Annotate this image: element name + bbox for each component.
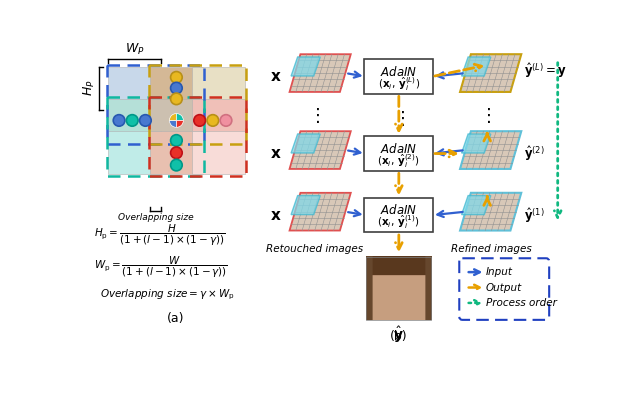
- Circle shape: [140, 115, 151, 126]
- Text: $(\mathbf{x}_i,\,\hat{\mathbf{y}}_i^{(L)})$: $(\mathbf{x}_i,\,\hat{\mathbf{y}}_i^{(L)…: [378, 75, 420, 93]
- Text: Process order: Process order: [486, 298, 556, 308]
- Circle shape: [171, 93, 182, 105]
- Text: Overlapping size: Overlapping size: [118, 213, 193, 222]
- Bar: [192, 131, 244, 174]
- Bar: [108, 67, 161, 110]
- Bar: [192, 67, 244, 110]
- Circle shape: [113, 115, 125, 126]
- Text: $H_{\mathrm{p}} = \dfrac{H}{(1+(l-1)\times(1-\gamma))}$: $H_{\mathrm{p}} = \dfrac{H}{(1+(l-1)\tim…: [94, 223, 226, 248]
- FancyBboxPatch shape: [364, 198, 433, 232]
- Text: (a): (a): [167, 312, 185, 325]
- Text: $\vdots$: $\vdots$: [393, 109, 404, 128]
- Polygon shape: [290, 131, 351, 169]
- Text: $\mathit{Overlapping\ size} = \gamma \times W_{\mathrm{p}}$: $\mathit{Overlapping\ size} = \gamma \ti…: [100, 288, 236, 302]
- Bar: [106, 65, 204, 143]
- Polygon shape: [462, 195, 491, 215]
- Text: $\vdots$: $\vdots$: [309, 106, 320, 125]
- Bar: [366, 257, 432, 320]
- Text: $W_P$: $W_P$: [125, 41, 144, 56]
- Bar: [150, 131, 203, 174]
- Text: $\mathit{AdaIN}$: $\mathit{AdaIN}$: [380, 203, 418, 217]
- Bar: [192, 99, 244, 142]
- Circle shape: [171, 72, 182, 83]
- Text: $\mathit{AdaIN}$: $\mathit{AdaIN}$: [380, 142, 418, 156]
- Polygon shape: [460, 131, 521, 169]
- Bar: [150, 99, 203, 142]
- Text: Output: Output: [486, 282, 522, 292]
- Text: $(\mathbf{x}_i,\,\hat{\mathbf{y}}_i^{(2)})$: $(\mathbf{x}_i,\,\hat{\mathbf{y}}_i^{(2)…: [377, 152, 420, 169]
- Polygon shape: [290, 193, 351, 230]
- Bar: [150, 67, 203, 110]
- Text: Retouched images: Retouched images: [266, 244, 363, 255]
- Text: $\hat{\mathbf{y}}$: $\hat{\mathbf{y}}$: [393, 325, 404, 345]
- Bar: [106, 97, 204, 176]
- Circle shape: [171, 147, 182, 158]
- Polygon shape: [291, 134, 320, 153]
- Polygon shape: [462, 134, 491, 153]
- Circle shape: [207, 115, 219, 126]
- Wedge shape: [176, 113, 183, 121]
- Bar: [149, 97, 246, 176]
- FancyBboxPatch shape: [459, 258, 549, 320]
- Text: $\mathbf{x}$: $\mathbf{x}$: [270, 146, 282, 161]
- Text: Input: Input: [486, 267, 513, 277]
- Polygon shape: [291, 57, 320, 76]
- Bar: [108, 99, 161, 142]
- Polygon shape: [291, 195, 320, 215]
- Text: $\vdots$: $\vdots$: [479, 106, 491, 125]
- Text: $H_P$: $H_P$: [83, 80, 98, 97]
- Circle shape: [194, 115, 205, 126]
- Polygon shape: [460, 54, 521, 92]
- Polygon shape: [460, 193, 521, 230]
- Text: $\mathit{AdaIN}$: $\mathit{AdaIN}$: [380, 65, 418, 79]
- Bar: [108, 131, 161, 174]
- Wedge shape: [169, 113, 176, 121]
- Text: $\mathbf{x}$: $\mathbf{x}$: [270, 69, 282, 84]
- Text: (b): (b): [390, 330, 408, 343]
- Circle shape: [171, 135, 182, 146]
- Bar: [149, 65, 246, 143]
- Polygon shape: [290, 54, 351, 92]
- Text: $\mathbf{x}$: $\mathbf{x}$: [270, 208, 282, 223]
- Circle shape: [171, 82, 182, 94]
- Text: $W_{\mathrm{p}} = \dfrac{W}{(1+(l-1)\times(1-\gamma))}$: $W_{\mathrm{p}} = \dfrac{W}{(1+(l-1)\tim…: [94, 255, 228, 281]
- Wedge shape: [176, 121, 183, 127]
- Circle shape: [171, 159, 182, 171]
- FancyBboxPatch shape: [364, 136, 433, 171]
- Wedge shape: [169, 121, 176, 127]
- Polygon shape: [462, 57, 491, 76]
- Text: $\hat{\mathbf{y}}^{(1)}$: $\hat{\mathbf{y}}^{(1)}$: [524, 206, 544, 225]
- Circle shape: [127, 115, 138, 126]
- FancyBboxPatch shape: [364, 59, 433, 94]
- Text: Refined images: Refined images: [450, 244, 532, 255]
- Text: $\hat{\mathbf{y}}^{(2)}$: $\hat{\mathbf{y}}^{(2)}$: [524, 144, 544, 163]
- Circle shape: [220, 115, 232, 126]
- Text: $\hat{\mathbf{y}}^{(L)} = \mathbf{y}$: $\hat{\mathbf{y}}^{(L)} = \mathbf{y}$: [524, 61, 566, 80]
- Text: $(\mathbf{x}_i,\,\hat{\mathbf{y}}_i^{(1)})$: $(\mathbf{x}_i,\,\hat{\mathbf{y}}_i^{(1)…: [377, 213, 420, 231]
